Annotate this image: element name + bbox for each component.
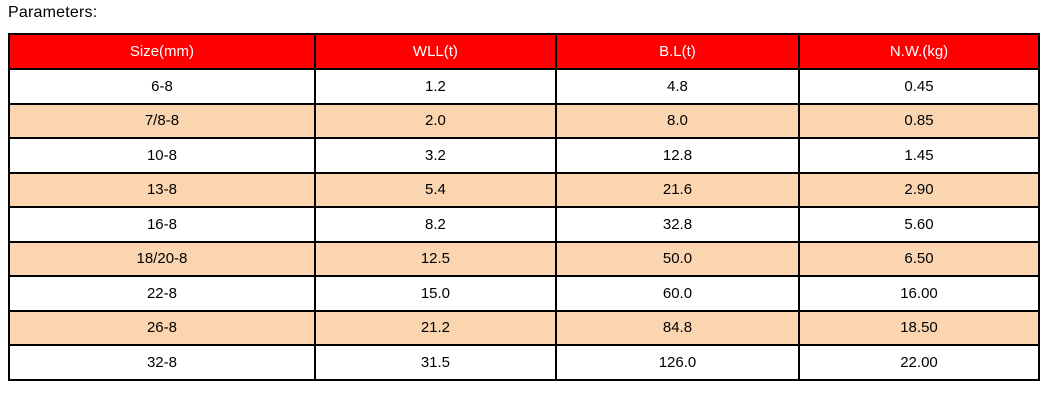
header-row: Size(mm) WLL(t) B.L(t) N.W.(kg) [8,33,1040,70]
table-cell: 15.0 [313,275,557,312]
table-cell: 126.0 [554,344,801,381]
table-cell: 2.90 [798,171,1040,208]
table-row: 26-8 21.2 84.8 18.50 [8,309,1040,346]
table-cell: 18.50 [798,309,1040,346]
table-cell: 6.50 [798,240,1040,277]
table-cell: 1.45 [798,137,1040,174]
table-cell: 26-8 [8,309,316,346]
table-cell: 21.2 [313,309,557,346]
table-cell: 60.0 [554,275,801,312]
table-cell: 0.85 [798,102,1040,139]
table-cell: 12.5 [313,240,557,277]
column-header: WLL(t) [313,33,557,70]
table-header: Size(mm) WLL(t) B.L(t) N.W.(kg) [8,33,1040,70]
table-row: 13-8 5.4 21.6 2.90 [8,171,1040,208]
table-cell: 8.0 [554,102,801,139]
table-cell: 6-8 [8,68,316,105]
parameters-table: Size(mm) WLL(t) B.L(t) N.W.(kg) 6-8 1.2 4.8 0.… [8,33,1040,381]
table-cell: 18/20-8 [8,240,316,277]
table-cell: 22-8 [8,275,316,312]
table-body: 6-8 1.2 4.8 0.45 7/8-8 2.0 8.0 0.85 10-8 3.2 12.8 1… [8,68,1040,381]
table-cell: 16.00 [798,275,1040,312]
page-title: Parameters: [8,4,98,21]
table-cell: 13-8 [8,171,316,208]
table-row: 22-8 15.0 60.0 16.00 [8,275,1040,312]
table-cell: 84.8 [554,309,801,346]
table-cell: 32-8 [8,344,316,381]
table-row: 10-8 3.2 12.8 1.45 [8,137,1040,174]
table-cell: 50.0 [554,240,801,277]
column-header: Size(mm) [8,33,316,70]
table-cell: 22.00 [798,344,1040,381]
table-cell: 21.6 [554,171,801,208]
table-cell: 1.2 [313,68,557,105]
table-row: 6-8 1.2 4.8 0.45 [8,68,1040,105]
table-cell: 10-8 [8,137,316,174]
table-cell: 8.2 [313,206,557,243]
table-cell: 31.5 [313,344,557,381]
table-cell: 12.8 [554,137,801,174]
table-row: 7/8-8 2.0 8.0 0.85 [8,102,1040,139]
table-cell: 7/8-8 [8,102,316,139]
column-header: B.L(t) [554,33,801,70]
table-cell: 2.0 [313,102,557,139]
table-row: 16-8 8.2 32.8 5.60 [8,206,1040,243]
table-cell: 5.60 [798,206,1040,243]
table-cell: 3.2 [313,137,557,174]
table-cell: 32.8 [554,206,801,243]
table-cell: 5.4 [313,171,557,208]
table-cell: 0.45 [798,68,1040,105]
table-row: 18/20-8 12.5 50.0 6.50 [8,240,1040,277]
table-cell: 16-8 [8,206,316,243]
table-cell: 4.8 [554,68,801,105]
table-row: 32-8 31.5 126.0 22.00 [8,344,1040,381]
column-header: N.W.(kg) [798,33,1040,70]
